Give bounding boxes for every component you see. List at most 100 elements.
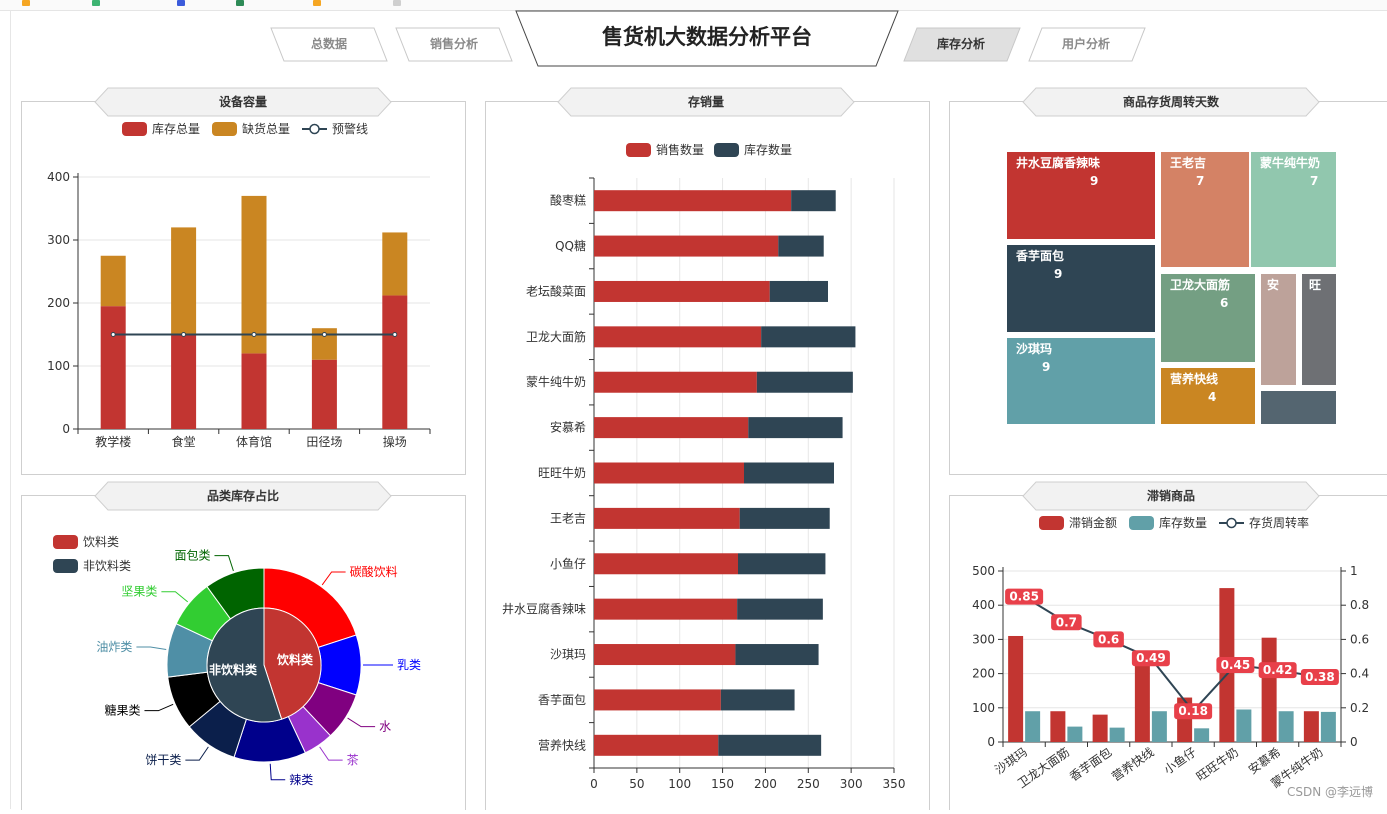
treemap-cell <box>1005 150 1157 241</box>
category-panel: 饮料类 非饮料类 碳酸饮料 乳类水茶辣类 饼干类 糖果类 油炸类 坚果类 面包类 饮料类 非饮料类 <box>21 495 466 810</box>
x-tick-label: 300 <box>840 777 863 791</box>
pie-label-line <box>214 555 234 571</box>
pie-label-line <box>347 717 376 728</box>
x-tick-label: 50 <box>629 777 644 791</box>
bar-销售数量 <box>594 190 792 212</box>
pie-label: 油炸类 <box>96 640 132 654</box>
tab-shape <box>395 27 513 62</box>
capacity-title: 设备容量 <box>94 87 392 117</box>
pie-label: 碳酸饮料 <box>350 564 398 579</box>
y-tick-label: 400 <box>972 598 995 612</box>
bookmark-icon[interactable] <box>236 0 244 6</box>
pie-label: 面包类 <box>174 549 210 563</box>
legend-label: 预警线 <box>332 121 368 136</box>
tab-sales[interactable]: 销售分析 <box>395 27 513 62</box>
pie-label-line <box>144 703 174 712</box>
y2-tick-label: 0 <box>1350 735 1358 749</box>
x-tick-label: 旺旺牛奶 <box>1193 744 1241 784</box>
y-tick-label: 沙琪玛 <box>550 648 586 662</box>
bookmark-icon[interactable] <box>393 0 401 6</box>
tab-users[interactable]: 用户分析 <box>1028 27 1146 62</box>
treemap-label: 安 <box>1267 277 1279 292</box>
y2-tick-label: 1 <box>1350 564 1358 578</box>
slow-title: 滞销商品 <box>1022 481 1320 511</box>
y-tick-label: 300 <box>47 233 70 247</box>
treemap-label: 营养快线 <box>1170 371 1218 386</box>
tab-inventory[interactable]: 库存分析 <box>903 27 1021 62</box>
pie-label: 辣类 <box>289 773 313 787</box>
turnover-panel: 井水豆腐香辣味 9 香芋面包 9 沙琪玛 9 王老吉 7 蒙牛纯牛奶 7 卫龙大面筋 6 营养快线 4 安 旺 <box>949 101 1387 475</box>
bar-缺货总量 <box>100 255 126 307</box>
bookmark-icon[interactable] <box>177 0 185 6</box>
turnover-title-text: 商品存货周转天数 <box>1122 95 1219 109</box>
legend-swatch <box>1039 516 1064 530</box>
tab-label: 库存分析 <box>936 37 985 51</box>
y-tick-label: 旺旺牛奶 <box>538 465 586 480</box>
tab-label: 销售分析 <box>429 37 478 51</box>
treemap-cell <box>1249 150 1338 269</box>
bar-库存数量 <box>791 190 836 212</box>
bookmark-icon[interactable] <box>92 0 100 6</box>
data-label: 0.18 <box>1178 704 1208 718</box>
bar-销售数量 <box>594 417 749 439</box>
bookmark-icon[interactable] <box>313 0 321 6</box>
x-tick-label: 营养快线 <box>1109 744 1157 784</box>
pie-inner-label: 非饮料类 <box>209 662 258 677</box>
legend-label: 缺货总量 <box>242 121 290 136</box>
bar-库存数量 <box>756 371 853 393</box>
bar-库存总量 <box>171 334 197 429</box>
warning-point <box>321 332 327 337</box>
treemap-value: 9 <box>1090 174 1098 188</box>
bar-库存数量 <box>1067 726 1083 742</box>
tab-total[interactable]: 总数据 <box>270 27 388 62</box>
tab-label: 用户分析 <box>1061 37 1110 51</box>
legend-label: 库存数量 <box>1159 515 1207 530</box>
pie-label: 坚果类 <box>121 585 157 599</box>
turnover-title: 商品存货周转天数 <box>1022 87 1320 117</box>
capacity-panel: 库存总量 缺货总量 预警线 0 100 200 300 400 教学楼 食堂 体育馆 田径场 操场 <box>21 101 466 475</box>
x-tick-label: 香芋面包 <box>1067 745 1114 784</box>
bar-缺货总量 <box>171 227 197 335</box>
bar-销售数量 <box>594 326 762 348</box>
y-tick-label: 安慕希 <box>550 420 586 435</box>
pie-label-line <box>269 763 286 781</box>
bar-库存数量 <box>778 235 824 257</box>
y-tick-label: 香芋面包 <box>538 693 586 707</box>
bar-销售数量 <box>594 689 721 711</box>
treemap-cell <box>1259 272 1298 387</box>
y2-tick-label: 0.6 <box>1350 632 1369 646</box>
title-ribbon <box>94 481 392 511</box>
tab-label: 总数据 <box>310 37 347 51</box>
slow-chart: 滞销金额 库存数量 存货周转率 0 100 200 300 400 500 0 0.2 0.4 0.6 0… <box>972 515 1369 791</box>
legend-label: 饮料类 <box>83 535 119 549</box>
pie-label-line <box>319 746 343 761</box>
bar-库存数量 <box>737 598 823 620</box>
y-tick-label: 0 <box>987 735 995 749</box>
bookmark-icon[interactable] <box>22 0 30 6</box>
bar-滞销金额 <box>1134 654 1150 742</box>
treemap-label: 井水豆腐香辣味 <box>1016 155 1100 170</box>
pie-label: 茶 <box>347 752 359 767</box>
data-label-bg <box>1258 662 1297 679</box>
bar-库存数量 <box>1025 711 1041 742</box>
data-label-bg <box>1005 588 1044 605</box>
treemap-label: 旺 <box>1309 278 1321 292</box>
data-label: 0.38 <box>1305 670 1335 684</box>
treemap-value: 6 <box>1220 296 1228 310</box>
treemap-label: 蒙牛纯牛奶 <box>1260 155 1320 170</box>
treemap-label: 香芋面包 <box>1015 248 1064 263</box>
tab-shape <box>1028 27 1146 62</box>
legend-label: 滞销金额 <box>1069 515 1117 530</box>
bar-销售数量 <box>594 235 779 257</box>
x-tick-label: 体育馆 <box>236 434 272 449</box>
y-tick-label: 小鱼仔 <box>550 557 586 571</box>
pie-label: 糖果类 <box>104 703 140 718</box>
bar-库存数量 <box>720 689 795 711</box>
bar-销售数量 <box>594 598 738 620</box>
bar-滞销金额 <box>1008 635 1024 742</box>
treemap-cell <box>1300 272 1338 387</box>
y2-tick-label: 0.8 <box>1350 598 1369 612</box>
data-label: 0.6 <box>1098 632 1119 646</box>
title-frame <box>515 10 899 67</box>
bar-库存数量 <box>1236 709 1252 742</box>
